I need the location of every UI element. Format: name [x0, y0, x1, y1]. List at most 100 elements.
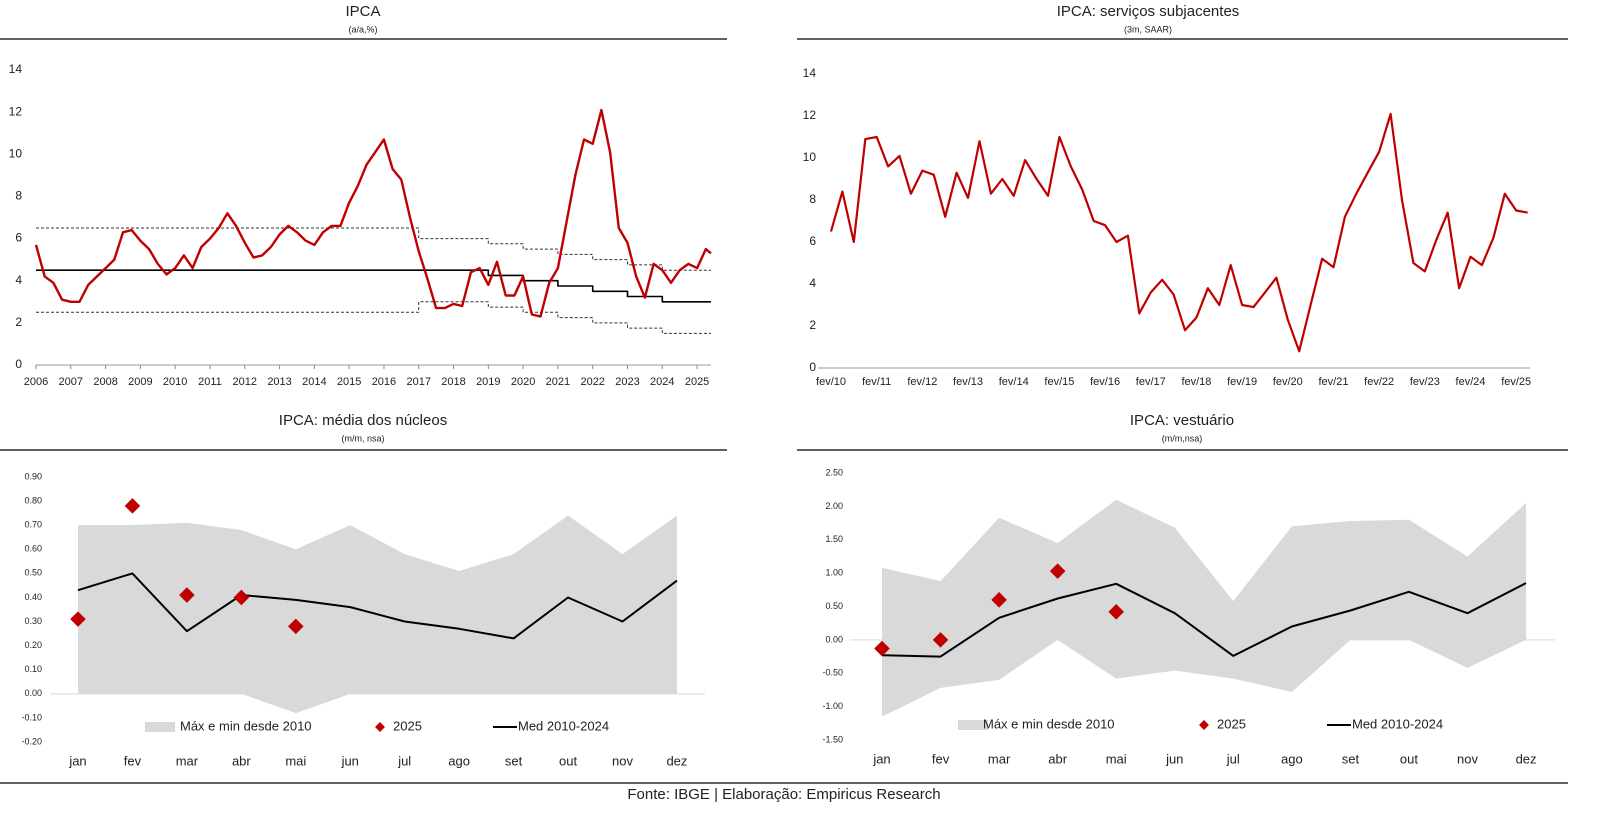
x-tick-label: jan — [68, 753, 86, 768]
x-tick-label: fev/10 — [816, 376, 846, 388]
y-tick-label: 2 — [809, 318, 816, 332]
range-band — [882, 499, 1527, 717]
x-tick-label: fev/20 — [1273, 376, 1303, 388]
x-tick-label: 2014 — [302, 376, 326, 388]
x-tick-label: mai — [285, 753, 306, 768]
y-tick-label: 4 — [15, 273, 22, 287]
x-tick-label: 2025 — [685, 376, 709, 388]
y-tick-label: 10 — [9, 146, 23, 160]
x-tick-label: jul — [1226, 751, 1240, 766]
y-tick-label: 0.00 — [24, 688, 42, 698]
legend-label: Med 2010-2024 — [518, 718, 609, 733]
chart-title: IPCA: vestuário — [1130, 412, 1234, 429]
x-tick-label: 2006 — [24, 376, 48, 388]
x-tick-label: jul — [397, 753, 411, 768]
x-tick-label: 2023 — [615, 376, 639, 388]
y-tick-label: 2.50 — [825, 467, 843, 477]
line-series — [36, 227, 711, 271]
diamond-marker — [179, 587, 195, 603]
x-tick-label: jan — [872, 751, 890, 766]
legend-label: Med 2010-2024 — [1352, 716, 1443, 731]
x-tick-label: fev/25 — [1501, 376, 1531, 388]
x-tick-label: fev/15 — [1044, 376, 1074, 388]
diamond-marker — [1108, 604, 1124, 620]
y-tick-label: -1.50 — [822, 734, 843, 744]
x-tick-label: abr — [232, 753, 251, 768]
x-tick-label: out — [1400, 751, 1418, 766]
chart-title: IPCA: média dos núcleos — [279, 412, 447, 429]
x-tick-label: mai — [1106, 751, 1127, 766]
diamond-marker — [991, 592, 1007, 608]
y-tick-label: 8 — [15, 189, 22, 203]
x-tick-label: dez — [1516, 751, 1537, 766]
y-tick-label: 0.00 — [825, 634, 843, 644]
x-tick-label: 2013 — [267, 376, 291, 388]
x-tick-label: dez — [666, 753, 687, 768]
x-tick-label: fev/21 — [1318, 376, 1348, 388]
legend-label: Máx e min desde 2010 — [983, 716, 1115, 731]
x-tick-label: ago — [448, 753, 470, 768]
chart-title: IPCA: serviços subjacentes — [1057, 3, 1240, 20]
diamond-marker — [124, 498, 141, 514]
y-tick-label: -1.00 — [822, 701, 843, 711]
y-tick-label: -0.50 — [822, 668, 843, 678]
chart-subtitle: (m/m, nsa) — [341, 433, 384, 443]
legend-swatch — [145, 722, 175, 732]
diamond-marker — [233, 589, 250, 606]
x-tick-label: fev/19 — [1227, 376, 1257, 388]
x-tick-label: mar — [176, 753, 199, 768]
y-tick-label: 0.10 — [24, 664, 42, 674]
x-tick-label: fev/14 — [999, 376, 1029, 388]
y-tick-label: 0 — [15, 357, 22, 371]
chart-title: IPCA — [345, 3, 380, 20]
x-tick-label: fev/23 — [1410, 376, 1440, 388]
chart-subtitle: (3m, SAAR) — [1124, 24, 1172, 34]
y-tick-label: 12 — [803, 108, 817, 122]
y-tick-label: 2 — [15, 315, 22, 329]
median-line — [881, 582, 1527, 658]
x-tick-label: ago — [1281, 751, 1303, 766]
line-series — [36, 269, 711, 303]
y-tick-label: 0.50 — [825, 601, 843, 611]
x-tick-label: abr — [1048, 751, 1067, 766]
y-tick-label: -0.20 — [21, 736, 42, 746]
x-tick-label: fev/16 — [1090, 376, 1120, 388]
footer: Fonte: IBGE | Elaboração: Empiricus Rese… — [627, 786, 940, 803]
x-tick-label: 2016 — [372, 376, 396, 388]
y-tick-label: 14 — [803, 66, 817, 80]
x-tick-label: 2021 — [546, 376, 570, 388]
x-tick-label: fev/12 — [907, 376, 937, 388]
x-tick-label: 2008 — [93, 376, 117, 388]
x-tick-label: mar — [988, 751, 1011, 766]
x-tick-label: fev — [124, 753, 142, 768]
x-tick-label: jun — [1165, 751, 1183, 766]
x-tick-label: 2020 — [511, 376, 535, 388]
x-tick-label: 2015 — [337, 376, 361, 388]
x-tick-label: set — [505, 753, 523, 768]
y-tick-label: 12 — [9, 104, 23, 118]
y-tick-label: 4 — [809, 276, 816, 290]
x-tick-label: 2019 — [476, 376, 500, 388]
chart-subtitle: (m/m,nsa) — [1162, 433, 1203, 443]
x-tick-label: 2018 — [441, 376, 465, 388]
y-tick-label: 0.20 — [24, 640, 42, 650]
diamond-marker — [874, 640, 890, 657]
y-tick-label: 6 — [15, 231, 22, 245]
y-tick-label: 0.40 — [24, 592, 42, 602]
y-tick-label: 0.30 — [24, 616, 42, 626]
x-tick-label: fev — [932, 751, 950, 766]
x-tick-label: 2022 — [580, 376, 604, 388]
x-tick-label: fev/13 — [953, 376, 983, 388]
y-tick-label: 14 — [9, 62, 23, 76]
x-tick-label: jun — [341, 753, 359, 768]
x-tick-label: 2009 — [128, 376, 152, 388]
line-series — [36, 301, 711, 334]
y-tick-label: 1.00 — [825, 568, 843, 578]
y-tick-label: 6 — [809, 234, 816, 248]
x-tick-label: 2010 — [163, 376, 187, 388]
legend-label: Máx e min desde 2010 — [180, 718, 312, 733]
legend-label: 2025 — [1217, 716, 1246, 731]
x-tick-label: fev/24 — [1456, 376, 1486, 388]
y-tick-label: 0.60 — [24, 544, 42, 554]
